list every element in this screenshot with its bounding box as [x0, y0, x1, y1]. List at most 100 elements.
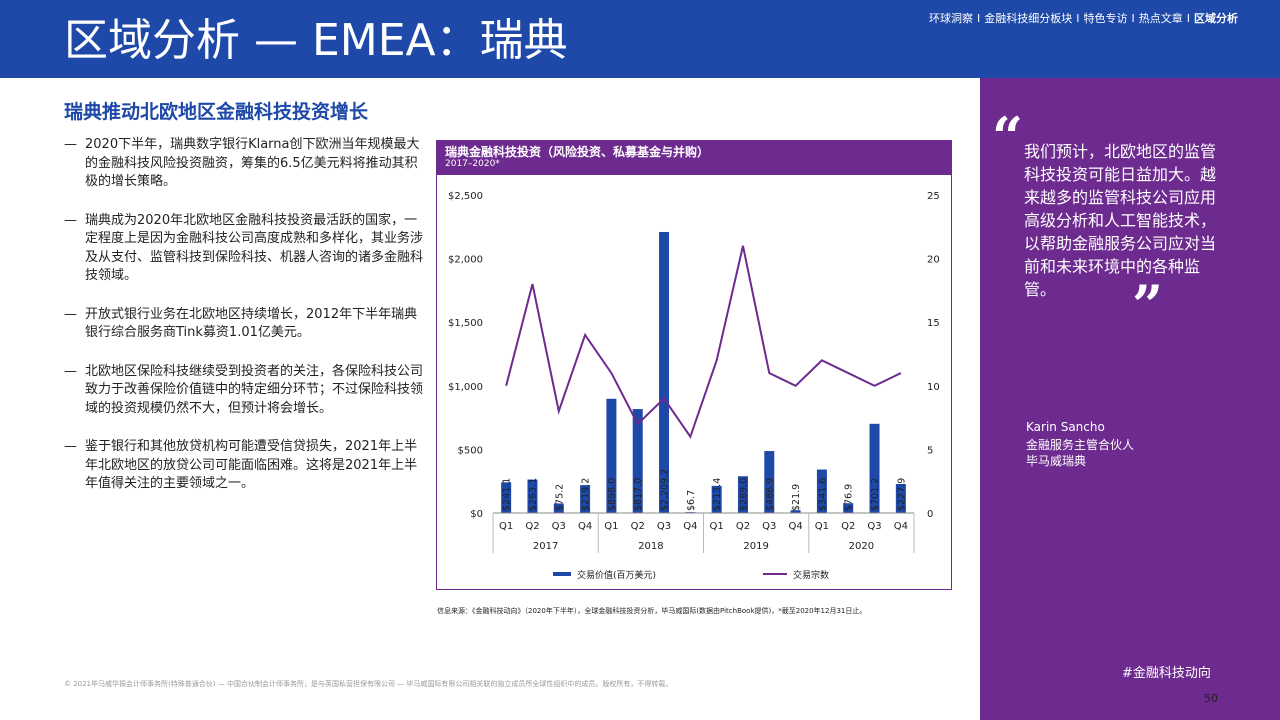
- bullet-dash: —: [64, 363, 77, 379]
- bar-value-label: $2,209.2: [660, 469, 671, 511]
- y-left-tick-label: $2,500: [448, 191, 483, 202]
- author-title: 金融服务主管合伙人: [1026, 438, 1135, 452]
- nav-item[interactable]: 热点文章: [1138, 12, 1183, 25]
- nav-item[interactable]: 区域分析: [1194, 12, 1238, 25]
- y-right-tick-label: 10: [927, 382, 940, 393]
- bar: [711, 485, 722, 513]
- x-tick-label: Q1: [604, 521, 618, 532]
- year-label: 2019: [743, 541, 768, 552]
- x-tick-label: Q2: [631, 521, 645, 532]
- x-tick-label: Q2: [736, 521, 750, 532]
- bar-value-label: $898.0: [607, 478, 618, 511]
- bullet-dash: —: [64, 212, 77, 228]
- bar-value-label: $227.9: [896, 478, 907, 511]
- nav-separator: I: [1131, 12, 1135, 25]
- year-label: 2018: [638, 541, 663, 552]
- bar-value-label: $75.2: [554, 484, 565, 511]
- bar: [632, 409, 643, 513]
- author-organization: 毕马威瑞典: [1026, 454, 1087, 468]
- legend-line-label: 交易宗数: [793, 569, 829, 581]
- x-tick-label: Q4: [894, 521, 908, 532]
- bullet-text: 瑞典成为2020年北欧地区金融科技投资最活跃的国家，一定程度上是因为金融科技公司…: [85, 212, 424, 284]
- bar: [816, 469, 827, 513]
- bar-value-label: $21.9: [791, 484, 802, 511]
- x-tick-label: Q3: [762, 521, 776, 532]
- bar-value-label: $241.1: [502, 478, 513, 511]
- bar-value-label: $219.2: [581, 478, 592, 511]
- x-tick-label: Q1: [815, 521, 829, 532]
- bullet-item: — 2020下半年，瑞典数字银行Klarna创下欧洲当年规模最大的金融科技风险投资…: [64, 136, 426, 192]
- bar-value-label: $289.0: [738, 478, 749, 511]
- x-tick-label: Q3: [552, 521, 566, 532]
- bar-value-label: $486.9: [765, 478, 776, 511]
- y-left-tick-label: $0: [470, 509, 483, 520]
- chart-panel: 瑞典金融科技投资（风险投资、私募基金与并购） 2017–2020* $0 $500…: [436, 140, 952, 590]
- year-label: 2017: [533, 541, 558, 552]
- bullet-dash: —: [64, 306, 77, 322]
- legend-bar-swatch: [553, 572, 571, 576]
- bullet-item: — 开放式银行业务在北欧地区持续增长，2012年下半年瑞典银行综合服务商Tink募…: [64, 306, 426, 343]
- y-right-tick-label: 20: [927, 255, 940, 266]
- bullet-text: 2020下半年，瑞典数字银行Klarna创下欧洲当年规模最大的金融科技风险投资融…: [85, 137, 420, 189]
- bullet-item: — 北欧地区保险科技继续受到投资者的关注，各保险科技公司致力于改善保险价值链中的特…: [64, 363, 426, 419]
- page-number: 50: [1204, 692, 1218, 705]
- header-bar: 区域分析 — EMEA：瑞典 环球洞察 I 金融科技细分板块 I 特色专访 I 热点文章 I 区…: [0, 0, 1280, 78]
- section-heading: 瑞典推动北欧地区金融科技投资增长: [64, 101, 369, 123]
- bar: [501, 482, 512, 513]
- hashtag[interactable]: #金融科技动向: [1122, 666, 1211, 681]
- chart-subtitle: 2017–2020*: [445, 159, 500, 169]
- bar-value-label: $6.7: [686, 490, 697, 511]
- legend-bar-label: 交易价值(百万美元): [577, 569, 656, 581]
- close-quote-icon: ”: [1132, 273, 1164, 337]
- y-left-tick-label: $1,000: [448, 382, 483, 393]
- bullet-text: 开放式银行业务在北欧地区持续增长，2012年下半年瑞典银行综合服务商Tink募资…: [85, 306, 418, 341]
- nav-separator: I: [1186, 12, 1190, 25]
- nav-item[interactable]: 环球洞察: [929, 12, 973, 25]
- bullet-list: — 2020下半年，瑞典数字银行Klarna创下欧洲当年规模最大的金融科技风险投资…: [64, 136, 426, 494]
- bar: [869, 423, 880, 513]
- footer-copyright: © 2021毕马威华振会计师事务所(特殊普通合伙) — 中国合伙制会计师事务所，…: [64, 680, 673, 688]
- y-right-tick-label: 15: [927, 318, 940, 329]
- chart-header: 瑞典金融科技投资（风险投资、私募基金与并购） 2017–2020*: [437, 141, 951, 175]
- bullet-dash: —: [64, 137, 77, 152]
- bar: [606, 398, 617, 513]
- quote-sidebar: “ 我们预计，北欧地区的监管科技投资可能日益加大。越来越多的监管科技公司应用高级…: [980, 78, 1280, 720]
- bar: [659, 231, 670, 514]
- bullet-dash: —: [64, 439, 77, 454]
- bar-value-label: $263.1: [528, 478, 539, 511]
- author-name: Karin Sancho: [1026, 420, 1105, 434]
- x-tick-label: Q3: [867, 521, 881, 532]
- top-navigation: 环球洞察 I 金融科技细分板块 I 特色专访 I 热点文章 I 区域分析: [929, 10, 1238, 26]
- y-left-tick-label: $500: [458, 445, 483, 456]
- x-tick-label: Q4: [683, 521, 697, 532]
- chart-title: 瑞典金融科技投资（风险投资、私募基金与并购）: [445, 145, 710, 159]
- quote-text: 我们预计，北欧地区的监管科技投资可能日益加大。越来越多的监管科技公司应用高级分析…: [1024, 142, 1217, 299]
- bar: [553, 503, 564, 513]
- bar: [895, 484, 906, 513]
- bullet-text: 鉴于银行和其他放贷机构可能遭受信贷损失，2021年上半年北欧地区的放贷公司可能面…: [85, 439, 418, 491]
- bullet-item: — 瑞典成为2020年北欧地区金融科技投资最活跃的国家，一定程度上是因为金融科技公…: [64, 212, 426, 286]
- bar-value-label: $817.0: [633, 478, 644, 511]
- year-label: 2020: [849, 541, 874, 552]
- nav-separator: I: [1076, 12, 1080, 25]
- y-right-tick-label: 25: [927, 191, 940, 202]
- bar-value-label: $76.9: [844, 484, 855, 511]
- source-note: 信息来源：《金融科技动向》（2020年下半年），全球金融科技投资分析，毕马威国际…: [437, 607, 867, 615]
- x-tick-label: Q2: [525, 521, 539, 532]
- chart-canvas: $0 $500 $1,000 $1,500 $2,000 $2,500 0 5 10 15 20 25…: [448, 191, 940, 581]
- bar: [843, 503, 854, 513]
- y-right-tick-label: 0: [927, 509, 933, 520]
- bar: [790, 510, 801, 513]
- bullet-item: — 鉴于银行和其他放贷机构可能遭受信贷损失，2021年上半年北欧地区的放贷公司可能…: [64, 438, 426, 494]
- x-tick-label: Q4: [578, 521, 592, 532]
- nav-item[interactable]: 特色专访: [1083, 12, 1128, 25]
- bar: [580, 485, 591, 513]
- x-tick-label: Q2: [841, 521, 855, 532]
- x-tick-label: Q4: [788, 521, 802, 532]
- bar-value-label: $701.2: [870, 478, 881, 511]
- x-tick-label: Q1: [499, 521, 513, 532]
- y-left-tick-label: $1,500: [448, 318, 483, 329]
- nav-item[interactable]: 金融科技细分板块: [984, 12, 1073, 25]
- bar: [737, 476, 748, 513]
- y-right-tick-label: 5: [927, 445, 933, 456]
